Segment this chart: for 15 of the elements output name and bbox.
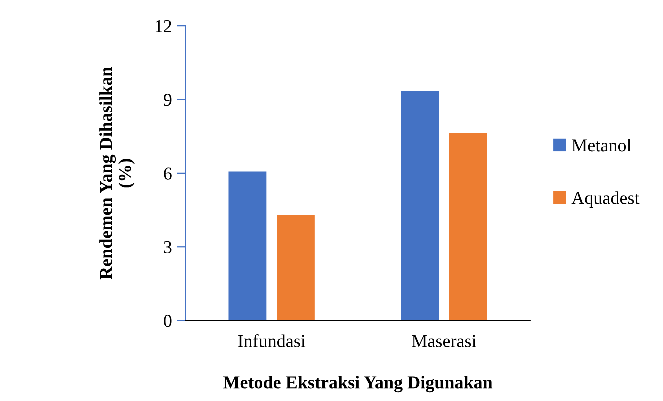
- x-tick-label: Infundasi: [238, 334, 306, 348]
- bar: [449, 133, 488, 321]
- y-tick-label: 6: [164, 168, 172, 180]
- bar: [277, 214, 315, 321]
- legend-label: Aquadest: [572, 192, 640, 208]
- y-tick-label: 3: [164, 241, 172, 254]
- bar: [228, 172, 267, 321]
- y-tick-label: 0: [164, 315, 172, 328]
- y-axis-title: Rendemen Yang Dihasilkan (%): [100, 67, 135, 280]
- x-tick-label: Maserasi: [412, 335, 476, 348]
- legend-label: Metanol: [572, 139, 632, 152]
- x-axis-title: Metode Ekstraksi Yang Digunakan: [223, 376, 493, 393]
- y-tick-label: 9: [164, 94, 172, 106]
- bar: [401, 91, 440, 321]
- y-tick-label: 12: [156, 20, 172, 32]
